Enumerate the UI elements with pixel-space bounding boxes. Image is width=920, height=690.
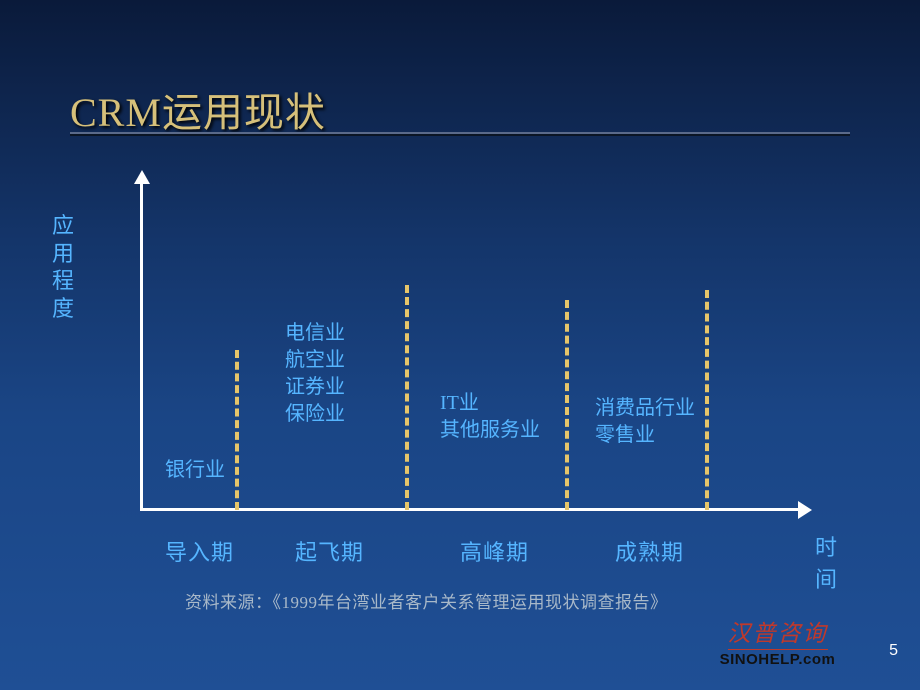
page-number: 5 (889, 642, 898, 660)
phase-divider (405, 285, 409, 510)
brand-block: 汉普咨询 SINOHELP.com (695, 614, 860, 668)
industry-group: 消费品行业零售业 (595, 395, 695, 449)
crm-timeline-chart: 应用程度 时间 导入期 起飞期 高峰期 成熟期 银行业 电信业航空业证券业保险业… (120, 180, 820, 540)
industry-group: 电信业航空业证券业保险业 (285, 320, 345, 428)
source-citation: 资料来源：《1999年台湾业者客户关系管理运用现状调查报告》 (185, 588, 668, 613)
industry-group: 银行业 (165, 457, 225, 484)
phase-label: 导入期 (165, 535, 234, 567)
brand-cn: 汉普咨询 (728, 614, 828, 650)
x-axis (140, 508, 800, 511)
phase-label: 高峰期 (460, 535, 529, 567)
y-axis (140, 180, 143, 510)
title-rest: 运用现状 (162, 90, 326, 135)
phase-divider (235, 350, 239, 510)
y-axis-label: 应用程度 (52, 212, 74, 322)
phase-label: 起飞期 (295, 535, 364, 567)
title-acronym: CRM (70, 90, 162, 135)
x-axis-label: 时间 (815, 530, 837, 594)
phase-divider (705, 290, 709, 510)
slide-title: CRM运用现状 (70, 80, 326, 138)
industry-group: IT业其他服务业 (440, 390, 540, 444)
phase-divider (565, 300, 569, 510)
x-axis-arrow-icon (798, 501, 812, 519)
y-axis-arrow-icon (134, 170, 150, 184)
phase-label: 成熟期 (615, 535, 684, 567)
title-underline (70, 132, 850, 134)
brand-en: SINOHELP.com (695, 651, 860, 668)
